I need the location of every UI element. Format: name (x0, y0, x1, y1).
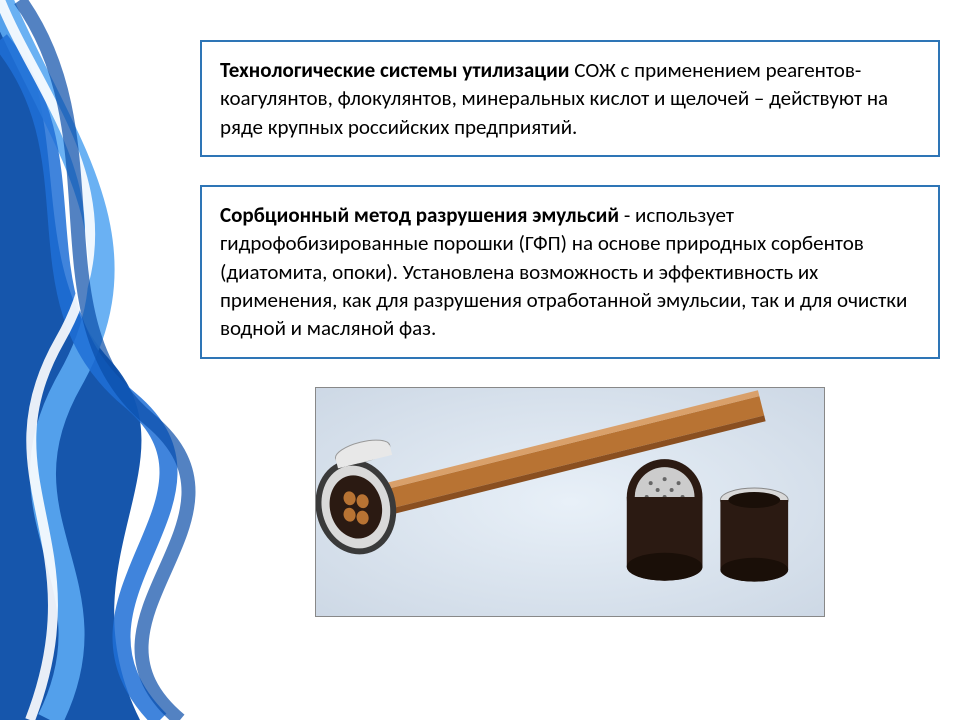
lead-bold-2: Сорбционный метод разрушения эмульсий (220, 202, 624, 228)
equipment-illustration (316, 387, 824, 617)
paragraph-1: Технологические системы утилизации СОЖ с… (220, 56, 920, 141)
illustration-frame (315, 387, 825, 617)
slide-content: Технологические системы утилизации СОЖ с… (200, 40, 940, 617)
lead-bold-1: Технологические системы утилизации (220, 57, 574, 83)
paragraph-2: Сорбционный метод разрушения эмульсий - … (220, 201, 920, 343)
text-box-2: Сорбционный метод разрушения эмульсий - … (200, 185, 940, 359)
text-box-1: Технологические системы утилизации СОЖ с… (200, 40, 940, 157)
decorative-swirl (0, 0, 220, 720)
